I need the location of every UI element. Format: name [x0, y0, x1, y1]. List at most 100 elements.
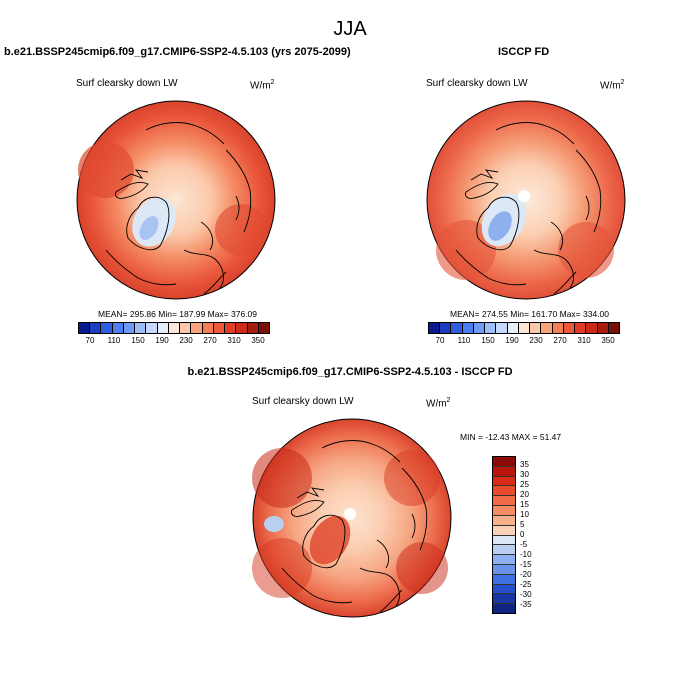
- colorbar-tick-label: 350: [601, 336, 615, 345]
- model-map-warm-patch: [215, 204, 267, 256]
- diff-map-warm-patch: [396, 542, 448, 594]
- colorbar-swatch: [90, 323, 102, 333]
- colorbar-tick-label: 0: [520, 530, 525, 539]
- model-coastlines: [105, 122, 252, 295]
- colorbar-tick-label: 110: [107, 336, 121, 345]
- colorbar-swatch: [493, 594, 515, 605]
- colorbar-swatch: [493, 486, 515, 497]
- model-panel-title: b.e21.BSSP245cmip6.f09_g17.CMIP6-SSP2-4.…: [4, 46, 351, 58]
- colorbar-tick-label: 270: [553, 336, 567, 345]
- diff-colorbar-labels: 35 30 25 20 15 10 5 0 -5 -10 -15 -20 -25 -30 -35: [520, 460, 532, 610]
- colorbar-swatch: [462, 323, 474, 333]
- obs-coastlines: [455, 122, 602, 295]
- colorbar-swatch: [157, 323, 169, 333]
- model-map-disk: [76, 100, 276, 300]
- colorbar-tick-label: 25: [520, 480, 529, 489]
- colorbar-swatch: [112, 323, 124, 333]
- diff-coastlines: [281, 440, 428, 613]
- colorbar-tick-label: 310: [227, 336, 241, 345]
- colorbar-tick-label: 190: [505, 336, 519, 345]
- obs-units-label: W/m2: [600, 79, 625, 92]
- colorbar-swatch: [541, 323, 553, 333]
- colorbar-swatch: [168, 323, 181, 333]
- season-title: JJA: [333, 18, 367, 40]
- colorbar-swatch: [507, 323, 519, 333]
- colorbar-tick-label: 270: [203, 336, 217, 345]
- colorbar-swatch: [440, 323, 452, 333]
- greenland-warm-anomaly: [309, 515, 351, 565]
- colorbar-swatch: [563, 323, 576, 333]
- model-stats: MEAN= 295.86 Min= 187.99 Max= 376.09: [98, 309, 258, 319]
- colorbar-swatch: [493, 574, 515, 585]
- colorbar-swatch: [473, 323, 486, 333]
- model-map-warm-patch: [78, 142, 134, 198]
- diff-polar-map: [252, 418, 452, 618]
- model-units-label: W/m2: [250, 79, 275, 92]
- colorbar-swatch: [493, 466, 515, 477]
- greenland-cold-core: [488, 211, 512, 241]
- diff-map-warm-patch: [384, 450, 440, 506]
- cold-anomaly-patch: [264, 516, 284, 532]
- obs-stats: MEAN= 274.55 Min= 161.70 Max= 334.00: [450, 309, 610, 319]
- colorbar-tick-label: 350: [251, 336, 265, 345]
- colorbar-tick-label: 190: [155, 336, 169, 345]
- colorbar-tick-label: 10: [520, 510, 529, 519]
- colorbar-swatch: [79, 323, 91, 333]
- colorbar-tick-label: -10: [520, 550, 532, 559]
- colorbar-swatch: [202, 323, 214, 333]
- colorbar-tick-label: 5: [520, 520, 525, 529]
- colorbar-tick-label: -25: [520, 580, 532, 589]
- colorbar-tick-label: -35: [520, 600, 532, 609]
- colorbar-swatch: [135, 323, 147, 333]
- greenland-cold-core: [139, 216, 159, 240]
- colorbar-tick-label: 70: [85, 336, 95, 345]
- colorbar-swatch: [429, 323, 441, 333]
- colorbar-swatch: [493, 555, 515, 565]
- obs-panel-title: ISCCP FD: [498, 46, 550, 58]
- colorbar-tick-label: 150: [131, 336, 145, 345]
- colorbar-swatch: [191, 323, 203, 333]
- colorbar-swatch: [123, 323, 136, 333]
- colorbar-swatch: [530, 323, 542, 333]
- colorbar-tick-label: -20: [520, 570, 532, 579]
- colorbar-swatch: [101, 323, 113, 333]
- colorbar-swatch: [213, 323, 226, 333]
- colorbar-swatch: [493, 515, 515, 526]
- colorbar-swatch: [485, 323, 497, 333]
- colorbar-swatch: [552, 323, 564, 333]
- obs-map-warm-patch: [558, 222, 614, 278]
- colorbar-swatch: [451, 323, 463, 333]
- colorbar-swatch: [493, 564, 515, 575]
- colorbar-tick-label: 230: [179, 336, 193, 345]
- colorbar-tick-label: -30: [520, 590, 532, 599]
- diff-units-label: W/m2: [426, 397, 451, 410]
- obs-map-warm-patch: [436, 220, 496, 280]
- pole-missing-data: [344, 508, 356, 520]
- diff-map-warm-patch: [252, 448, 312, 508]
- diff-variable-label: Surf clearsky down LW: [252, 396, 354, 407]
- colorbar-swatch: [493, 584, 515, 595]
- colorbar-swatch: [496, 323, 508, 333]
- colorbar-swatch: [493, 476, 515, 487]
- colorbar-swatch: [493, 506, 515, 516]
- colorbar-swatch: [597, 323, 609, 333]
- colorbar-tick-label: 230: [529, 336, 543, 345]
- colorbar-swatch: [258, 323, 269, 333]
- obs-variable-label: Surf clearsky down LW: [426, 78, 528, 89]
- diff-colorbar: [492, 456, 516, 614]
- colorbar-tick-label: 110: [457, 336, 471, 345]
- colorbar-tick-label: 15: [520, 500, 529, 509]
- colorbar-tick-label: -15: [520, 560, 532, 569]
- colorbar-swatch: [146, 323, 158, 333]
- colorbar-swatch: [518, 323, 531, 333]
- colorbar-swatch: [493, 535, 515, 546]
- pole-missing-data: [518, 190, 530, 202]
- model-colorbar: 70 110 150 190 230 270 310 350: [78, 322, 270, 345]
- colorbar-tick-label: 150: [481, 336, 495, 345]
- colorbar-swatch: [225, 323, 237, 333]
- colorbar-tick-label: 30: [520, 470, 529, 479]
- colorbar-tick-label: -5: [520, 540, 528, 549]
- diff-panel-title: b.e21.BSSP245cmip6.f09_g17.CMIP6-SSP2-4.…: [187, 366, 513, 378]
- colorbar-swatch: [180, 323, 192, 333]
- colorbar-tick-label: 20: [520, 490, 529, 499]
